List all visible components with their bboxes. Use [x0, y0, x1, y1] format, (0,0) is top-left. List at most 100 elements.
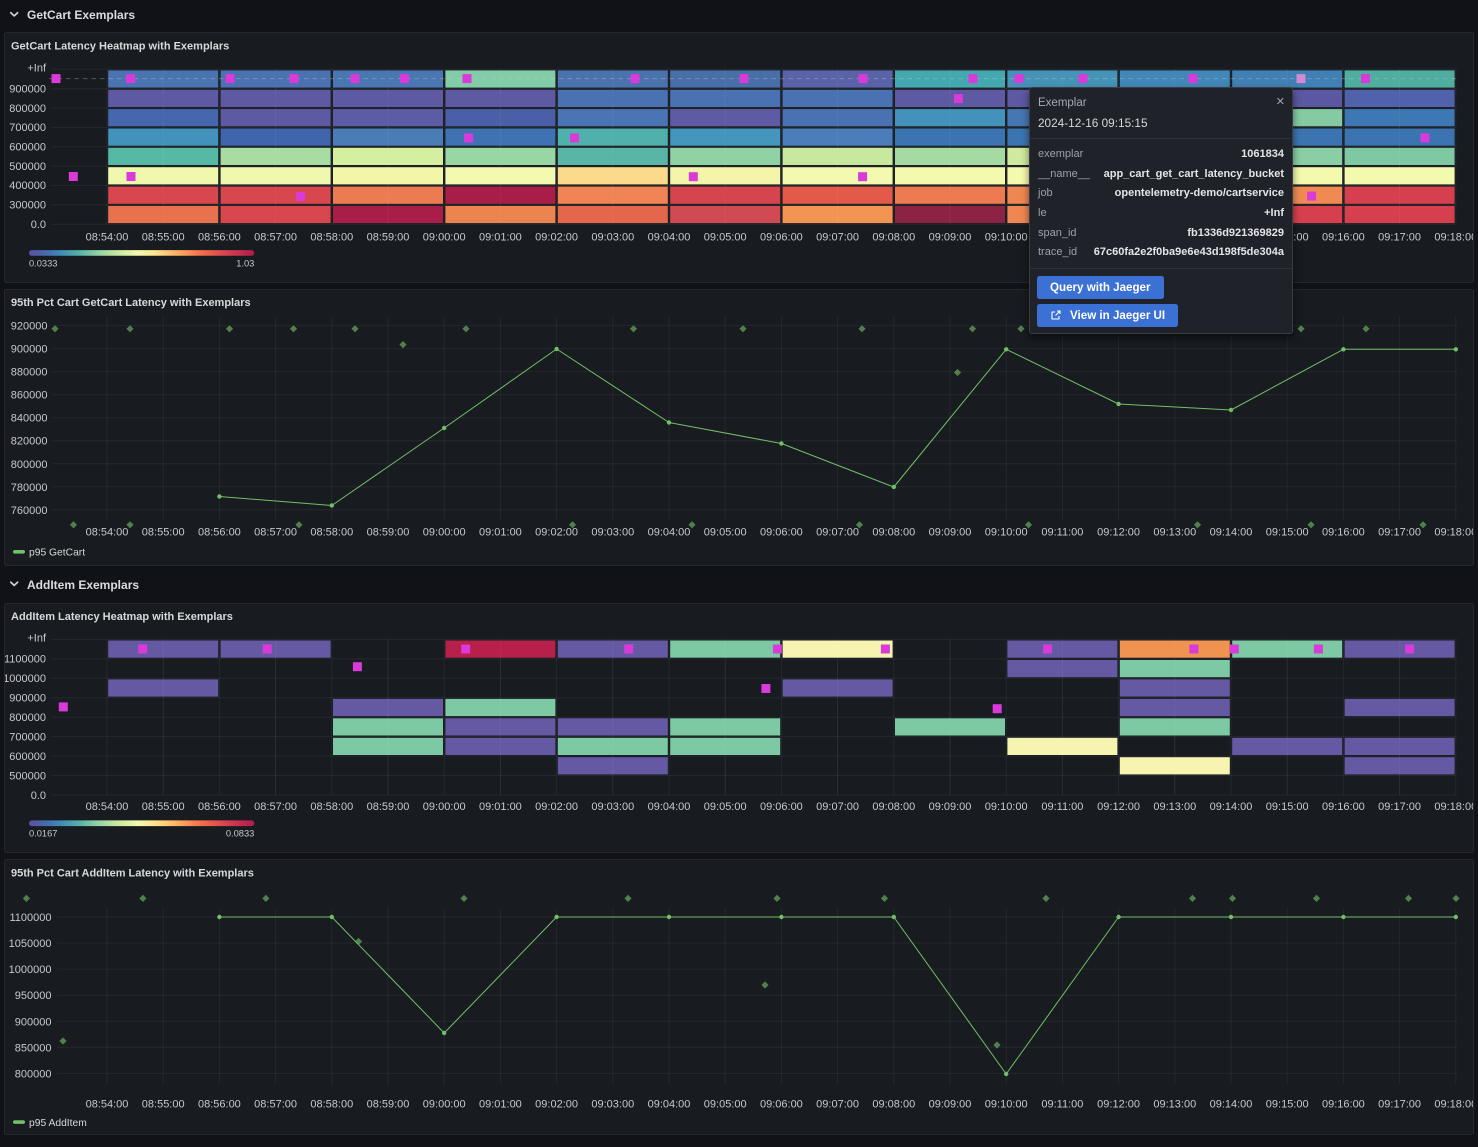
svg-text:900000: 900000 — [9, 84, 46, 96]
svg-text:+Inf: +Inf — [27, 633, 47, 645]
svg-text:AddItem Exemplars: AddItem Exemplars — [27, 578, 139, 592]
svg-text:09:15:00: 09:15:00 — [1266, 527, 1309, 539]
svg-text:09:14:00: 09:14:00 — [1210, 801, 1253, 813]
svg-text:95th Pct Cart GetCart Latency: 95th Pct Cart GetCart Latency with Exemp… — [11, 297, 251, 309]
svg-text:09:16:00: 09:16:00 — [1322, 232, 1365, 244]
svg-text:900000: 900000 — [9, 693, 46, 705]
svg-text:09:12:00: 09:12:00 — [1097, 527, 1140, 539]
svg-text:09:06:00: 09:06:00 — [760, 801, 803, 813]
svg-text:600000: 600000 — [9, 142, 46, 154]
svg-text:700000: 700000 — [9, 122, 46, 134]
svg-text:1.03: 1.03 — [236, 258, 254, 268]
svg-text:09:04:00: 09:04:00 — [648, 232, 691, 244]
svg-text:09:08:00: 09:08:00 — [872, 232, 915, 244]
svg-text:09:07:00: 09:07:00 — [816, 232, 859, 244]
svg-text:09:09:00: 09:09:00 — [929, 527, 972, 539]
svg-text:08:54:00: 08:54:00 — [86, 232, 129, 244]
svg-text:08:57:00: 08:57:00 — [254, 801, 297, 813]
svg-text:09:12:00: 09:12:00 — [1097, 801, 1140, 813]
svg-text:09:13:00: 09:13:00 — [1153, 527, 1196, 539]
svg-text:600000: 600000 — [9, 751, 46, 763]
svg-text:08:59:00: 08:59:00 — [367, 527, 410, 539]
svg-text:09:17:00: 09:17:00 — [1378, 1099, 1421, 1111]
svg-text:950000: 950000 — [15, 990, 52, 1002]
svg-text:09:17:00: 09:17:00 — [1378, 527, 1421, 539]
svg-text:300000: 300000 — [9, 200, 46, 212]
svg-text:09:02:00: 09:02:00 — [535, 1099, 578, 1111]
svg-text:08:54:00: 08:54:00 — [86, 801, 129, 813]
svg-text:1000000: 1000000 — [9, 964, 52, 976]
svg-text:1000000: 1000000 — [3, 673, 46, 685]
svg-text:09:11:00: 09:11:00 — [1041, 527, 1083, 539]
svg-text:09:13:00: 09:13:00 — [1153, 1099, 1196, 1111]
svg-text:09:03:00: 09:03:00 — [591, 232, 634, 244]
svg-text:09:14:00: 09:14:00 — [1210, 1099, 1253, 1111]
svg-text:800000: 800000 — [15, 1068, 52, 1080]
svg-text:0.0167: 0.0167 — [29, 829, 57, 839]
svg-text:09:16:00: 09:16:00 — [1322, 801, 1365, 813]
svg-text:08:56:00: 08:56:00 — [198, 801, 241, 813]
svg-text:800000: 800000 — [9, 712, 46, 724]
svg-text:09:05:00: 09:05:00 — [704, 527, 747, 539]
svg-text:1050000: 1050000 — [9, 938, 52, 950]
svg-text:09:00:00: 09:00:00 — [423, 1099, 466, 1111]
svg-text:09:03:00: 09:03:00 — [591, 801, 634, 813]
svg-text:850000: 850000 — [15, 1042, 52, 1054]
svg-text:GetCart Exemplars: GetCart Exemplars — [27, 8, 135, 22]
svg-text:09:10:00: 09:10:00 — [985, 232, 1028, 244]
svg-text:0.0: 0.0 — [31, 790, 46, 802]
svg-text:09:16:00: 09:16:00 — [1322, 527, 1365, 539]
svg-text:09:00:00: 09:00:00 — [423, 232, 466, 244]
svg-text:08:58:00: 08:58:00 — [310, 801, 353, 813]
svg-text:920000: 920000 — [11, 321, 48, 333]
svg-text:09:09:00: 09:09:00 — [929, 232, 972, 244]
svg-text:08:54:00: 08:54:00 — [86, 527, 129, 539]
svg-text:08:54:00: 08:54:00 — [86, 1099, 129, 1111]
svg-text:09:06:00: 09:06:00 — [760, 1099, 803, 1111]
svg-text:08:59:00: 08:59:00 — [367, 801, 410, 813]
svg-text:09:05:00: 09:05:00 — [704, 801, 747, 813]
svg-text:09:18:00: 09:18:00 — [1434, 232, 1477, 244]
svg-text:760000: 760000 — [11, 505, 48, 517]
svg-text:08:56:00: 08:56:00 — [198, 232, 241, 244]
svg-text:800000: 800000 — [11, 459, 48, 471]
svg-text:840000: 840000 — [11, 413, 48, 425]
svg-text:900000: 900000 — [15, 1016, 52, 1028]
svg-text:09:15:00: 09:15:00 — [1266, 801, 1309, 813]
svg-text:09:13:00: 09:13:00 — [1153, 801, 1196, 813]
svg-text:08:56:00: 08:56:00 — [198, 527, 241, 539]
svg-text:09:01:00: 09:01:00 — [479, 527, 522, 539]
svg-text:500000: 500000 — [9, 770, 46, 782]
svg-text:09:03:00: 09:03:00 — [591, 1099, 634, 1111]
svg-text:09:04:00: 09:04:00 — [648, 801, 691, 813]
svg-text:09:09:00: 09:09:00 — [929, 1099, 972, 1111]
svg-text:09:08:00: 09:08:00 — [872, 801, 915, 813]
svg-text:09:05:00: 09:05:00 — [704, 232, 747, 244]
svg-text:08:57:00: 08:57:00 — [254, 232, 297, 244]
svg-text:09:06:00: 09:06:00 — [760, 527, 803, 539]
svg-text:860000: 860000 — [11, 390, 48, 402]
svg-text:780000: 780000 — [11, 482, 48, 494]
svg-text:800000: 800000 — [9, 103, 46, 115]
svg-text:0.0333: 0.0333 — [29, 258, 57, 268]
svg-text:08:58:00: 08:58:00 — [310, 527, 353, 539]
svg-text:09:18:00: 09:18:00 — [1434, 1099, 1477, 1111]
svg-text:09:18:00: 09:18:00 — [1434, 801, 1477, 813]
svg-text:09:09:00: 09:09:00 — [929, 801, 972, 813]
svg-text:09:05:00: 09:05:00 — [704, 1099, 747, 1111]
svg-text:09:10:00: 09:10:00 — [985, 801, 1028, 813]
svg-text:AddItem Latency Heatmap with E: AddItem Latency Heatmap with Exemplars — [11, 611, 233, 623]
svg-text:08:58:00: 08:58:00 — [310, 232, 353, 244]
svg-text:08:55:00: 08:55:00 — [142, 232, 185, 244]
svg-text:09:04:00: 09:04:00 — [648, 527, 691, 539]
svg-text:09:10:00: 09:10:00 — [985, 527, 1028, 539]
svg-text:09:07:00: 09:07:00 — [816, 1099, 859, 1111]
svg-text:08:55:00: 08:55:00 — [142, 1099, 185, 1111]
svg-text:08:59:00: 08:59:00 — [367, 232, 410, 244]
svg-text:GetCart Latency Heatmap with E: GetCart Latency Heatmap with Exemplars — [11, 41, 229, 53]
svg-text:820000: 820000 — [11, 436, 48, 448]
svg-text:09:18:00: 09:18:00 — [1434, 527, 1477, 539]
svg-text:09:17:00: 09:17:00 — [1378, 232, 1421, 244]
svg-text:09:12:00: 09:12:00 — [1097, 1099, 1140, 1111]
svg-text:1100000: 1100000 — [9, 912, 51, 924]
